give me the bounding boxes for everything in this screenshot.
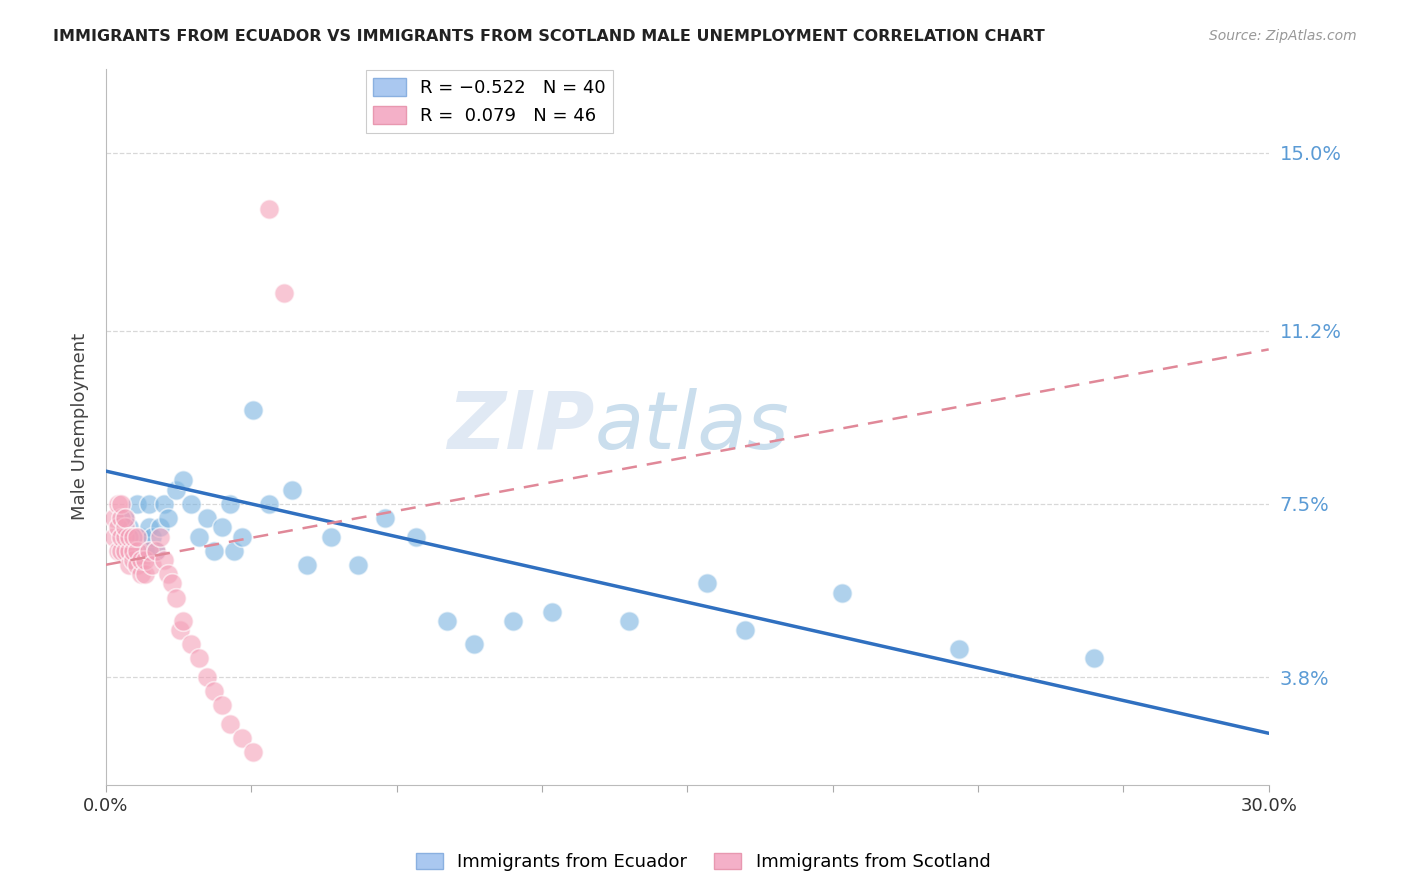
Point xyxy=(141,530,163,544)
Point xyxy=(231,731,253,745)
Point xyxy=(125,543,148,558)
Point xyxy=(114,511,136,525)
Point xyxy=(110,530,132,544)
Point xyxy=(145,543,167,558)
Point xyxy=(149,520,172,534)
Point xyxy=(114,520,136,534)
Point xyxy=(319,530,342,544)
Point xyxy=(125,497,148,511)
Legend: R = −0.522   N = 40, R =  0.079   N = 46: R = −0.522 N = 40, R = 0.079 N = 46 xyxy=(366,70,613,133)
Point xyxy=(204,684,226,698)
Point xyxy=(195,670,218,684)
Point xyxy=(222,543,245,558)
Point xyxy=(540,605,562,619)
Point xyxy=(696,576,718,591)
Point xyxy=(172,474,194,488)
Point xyxy=(436,614,458,628)
Point xyxy=(138,543,160,558)
Point xyxy=(281,483,304,497)
Point xyxy=(195,511,218,525)
Point xyxy=(122,553,145,567)
Point xyxy=(125,530,148,544)
Point xyxy=(734,624,756,638)
Point xyxy=(118,558,141,572)
Y-axis label: Male Unemployment: Male Unemployment xyxy=(72,333,89,520)
Point xyxy=(257,202,280,216)
Legend: Immigrants from Ecuador, Immigrants from Scotland: Immigrants from Ecuador, Immigrants from… xyxy=(408,846,998,879)
Point xyxy=(122,530,145,544)
Point xyxy=(211,520,233,534)
Point xyxy=(273,286,295,301)
Point xyxy=(204,543,226,558)
Point xyxy=(107,543,129,558)
Point xyxy=(110,511,132,525)
Point xyxy=(138,520,160,534)
Point xyxy=(156,511,179,525)
Point xyxy=(219,497,242,511)
Point xyxy=(347,558,370,572)
Point xyxy=(165,483,187,497)
Text: atlas: atlas xyxy=(595,388,789,466)
Point xyxy=(160,576,183,591)
Point xyxy=(114,543,136,558)
Point xyxy=(187,530,209,544)
Point xyxy=(103,530,125,544)
Point xyxy=(172,614,194,628)
Point xyxy=(242,745,264,759)
Point xyxy=(107,520,129,534)
Text: ZIP: ZIP xyxy=(447,388,595,466)
Point xyxy=(502,614,524,628)
Point xyxy=(122,543,145,558)
Point xyxy=(138,497,160,511)
Point xyxy=(129,567,152,582)
Text: IMMIGRANTS FROM ECUADOR VS IMMIGRANTS FROM SCOTLAND MALE UNEMPLOYMENT CORRELATIO: IMMIGRANTS FROM ECUADOR VS IMMIGRANTS FR… xyxy=(53,29,1045,44)
Point xyxy=(134,543,156,558)
Point xyxy=(1083,651,1105,665)
Point xyxy=(110,497,132,511)
Point xyxy=(180,637,202,651)
Point xyxy=(297,558,319,572)
Point xyxy=(153,497,176,511)
Point xyxy=(257,497,280,511)
Point xyxy=(134,553,156,567)
Point xyxy=(180,497,202,511)
Text: Source: ZipAtlas.com: Source: ZipAtlas.com xyxy=(1209,29,1357,43)
Point xyxy=(231,530,253,544)
Point xyxy=(948,642,970,657)
Point xyxy=(103,511,125,525)
Point xyxy=(617,614,640,628)
Point xyxy=(187,651,209,665)
Point xyxy=(831,586,853,600)
Point xyxy=(153,553,176,567)
Point xyxy=(156,567,179,582)
Point xyxy=(125,558,148,572)
Point xyxy=(374,511,396,525)
Point xyxy=(145,543,167,558)
Point xyxy=(141,558,163,572)
Point xyxy=(242,403,264,417)
Point xyxy=(107,497,129,511)
Point xyxy=(118,530,141,544)
Point xyxy=(405,530,427,544)
Point xyxy=(219,717,242,731)
Point xyxy=(118,543,141,558)
Point xyxy=(169,624,191,638)
Point xyxy=(463,637,485,651)
Point xyxy=(110,543,132,558)
Point xyxy=(129,530,152,544)
Point xyxy=(114,530,136,544)
Point xyxy=(118,520,141,534)
Point xyxy=(134,567,156,582)
Point xyxy=(165,591,187,605)
Point xyxy=(114,511,136,525)
Point xyxy=(129,553,152,567)
Point xyxy=(149,530,172,544)
Point xyxy=(211,698,233,713)
